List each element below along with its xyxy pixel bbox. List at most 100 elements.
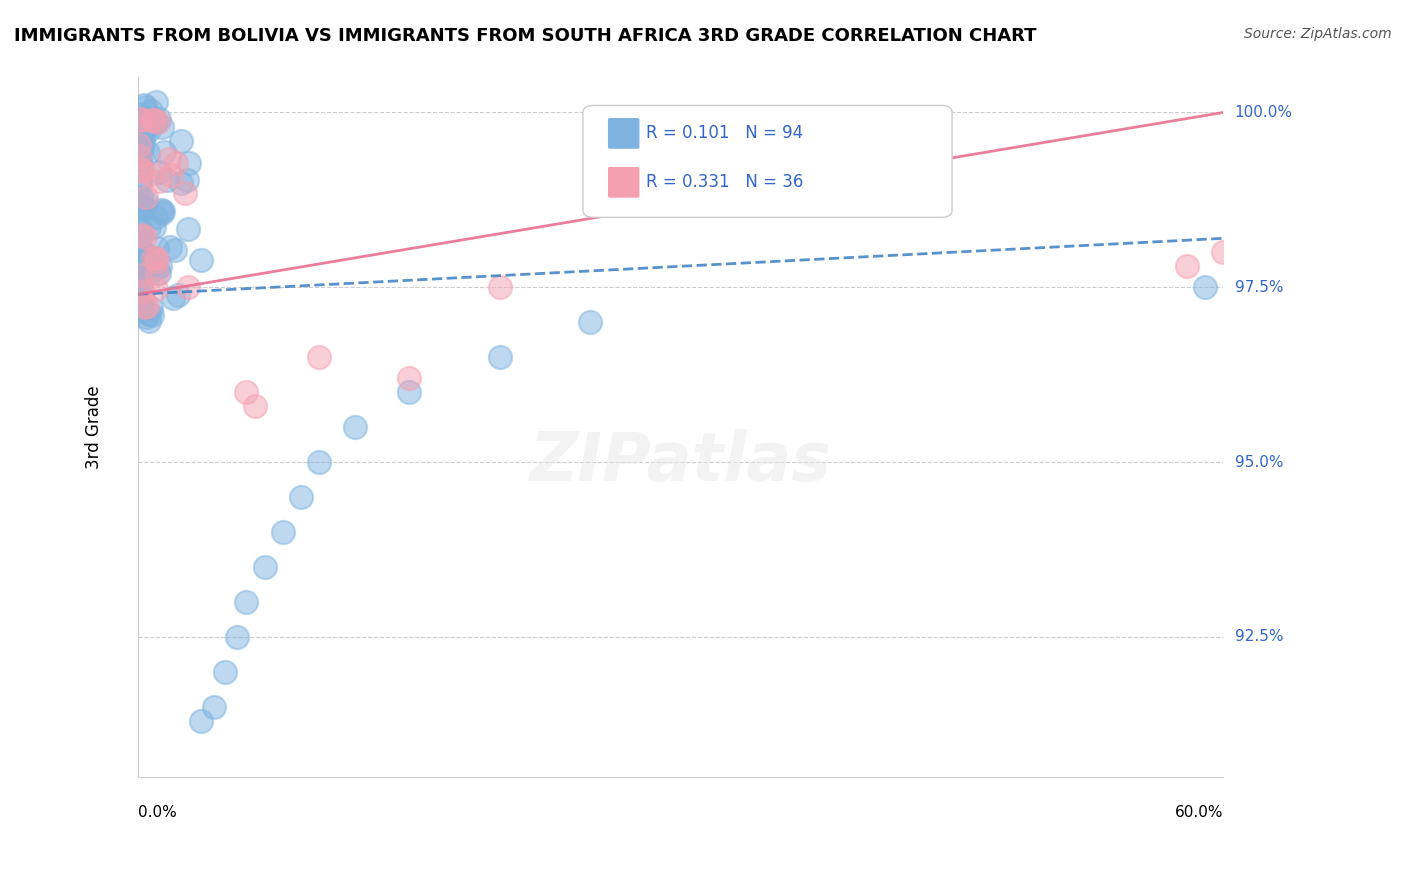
- Point: [129, 245, 152, 260]
- Point: [131, 112, 153, 127]
- Point: [129, 158, 152, 172]
- Point: [128, 244, 150, 258]
- Point: [129, 243, 152, 257]
- Point: [145, 268, 167, 282]
- Point: [139, 264, 162, 278]
- Point: [132, 198, 155, 212]
- Point: [141, 113, 163, 128]
- Point: [134, 230, 156, 244]
- Point: [134, 300, 156, 314]
- Point: [129, 204, 152, 219]
- Point: [162, 291, 184, 305]
- Point: [145, 282, 167, 296]
- Point: [129, 261, 152, 276]
- Point: [131, 189, 153, 203]
- Point: [152, 203, 174, 218]
- Point: [138, 122, 160, 136]
- Point: [135, 194, 157, 209]
- Point: [128, 288, 150, 302]
- Point: [398, 385, 420, 400]
- Text: 100.0%: 100.0%: [1234, 105, 1292, 120]
- Point: [167, 288, 190, 302]
- Point: [235, 595, 257, 609]
- Point: [132, 291, 155, 305]
- Point: [129, 161, 152, 176]
- Point: [226, 630, 249, 644]
- Point: [141, 252, 163, 266]
- Point: [131, 252, 153, 266]
- Point: [214, 665, 236, 679]
- Point: [1194, 280, 1216, 294]
- Text: IMMIGRANTS FROM BOLIVIA VS IMMIGRANTS FROM SOUTH AFRICA 3RD GRADE CORRELATION CH: IMMIGRANTS FROM BOLIVIA VS IMMIGRANTS FR…: [14, 27, 1036, 45]
- Point: [134, 248, 156, 262]
- Text: 3rd Grade: 3rd Grade: [86, 385, 104, 469]
- Point: [163, 243, 186, 257]
- Point: [152, 145, 174, 159]
- Point: [129, 173, 152, 187]
- Text: Source: ZipAtlas.com: Source: ZipAtlas.com: [1244, 27, 1392, 41]
- Point: [138, 219, 160, 234]
- Point: [170, 134, 193, 148]
- Point: [128, 107, 150, 121]
- Legend: : [673, 811, 688, 824]
- Point: [128, 153, 150, 167]
- Point: [159, 169, 181, 183]
- Point: [488, 280, 510, 294]
- Text: R = 0.331   N = 36: R = 0.331 N = 36: [645, 173, 803, 192]
- Text: R = 0.101   N = 94: R = 0.101 N = 94: [645, 124, 803, 143]
- Point: [138, 307, 160, 321]
- Point: [135, 112, 157, 127]
- Point: [128, 149, 150, 163]
- Point: [128, 298, 150, 312]
- Point: [148, 174, 170, 188]
- Point: [170, 176, 193, 190]
- Point: [343, 420, 366, 434]
- Point: [136, 114, 159, 128]
- Point: [150, 205, 173, 219]
- Point: [143, 115, 166, 129]
- Point: [235, 385, 257, 400]
- Point: [134, 202, 156, 216]
- Point: [141, 117, 163, 131]
- Point: [271, 524, 294, 539]
- Point: [128, 273, 150, 287]
- Point: [1212, 245, 1234, 260]
- Point: [134, 122, 156, 136]
- Text: 60.0%: 60.0%: [1175, 805, 1223, 820]
- Point: [134, 262, 156, 277]
- Point: [1303, 112, 1326, 127]
- Point: [132, 97, 155, 112]
- Point: [146, 241, 169, 255]
- FancyBboxPatch shape: [583, 105, 952, 218]
- Point: [129, 268, 152, 282]
- Point: [148, 266, 170, 280]
- Text: 95.0%: 95.0%: [1234, 455, 1284, 469]
- Point: [579, 315, 602, 329]
- Point: [141, 251, 163, 265]
- Point: [131, 259, 153, 273]
- Point: [129, 279, 152, 293]
- Point: [148, 112, 170, 126]
- Point: [138, 314, 160, 328]
- Point: [173, 186, 195, 200]
- Point: [245, 399, 267, 413]
- Point: [132, 164, 155, 178]
- Text: ZIPatlas: ZIPatlas: [530, 429, 832, 495]
- Point: [139, 301, 162, 315]
- Point: [128, 145, 150, 159]
- Point: [146, 261, 169, 276]
- Point: [134, 100, 156, 114]
- Point: [128, 152, 150, 166]
- Point: [177, 280, 200, 294]
- Point: [148, 115, 170, 129]
- Point: [150, 120, 173, 135]
- Point: [156, 172, 179, 186]
- Point: [253, 560, 276, 574]
- Point: [128, 112, 150, 127]
- Point: [202, 700, 225, 714]
- Text: 0.0%: 0.0%: [138, 805, 177, 820]
- Point: [135, 190, 157, 204]
- Point: [132, 132, 155, 146]
- Point: [308, 455, 330, 469]
- Point: [139, 104, 162, 119]
